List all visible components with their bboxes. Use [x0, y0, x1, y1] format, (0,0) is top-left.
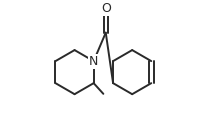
- Text: O: O: [101, 2, 111, 15]
- Text: N: N: [89, 55, 98, 68]
